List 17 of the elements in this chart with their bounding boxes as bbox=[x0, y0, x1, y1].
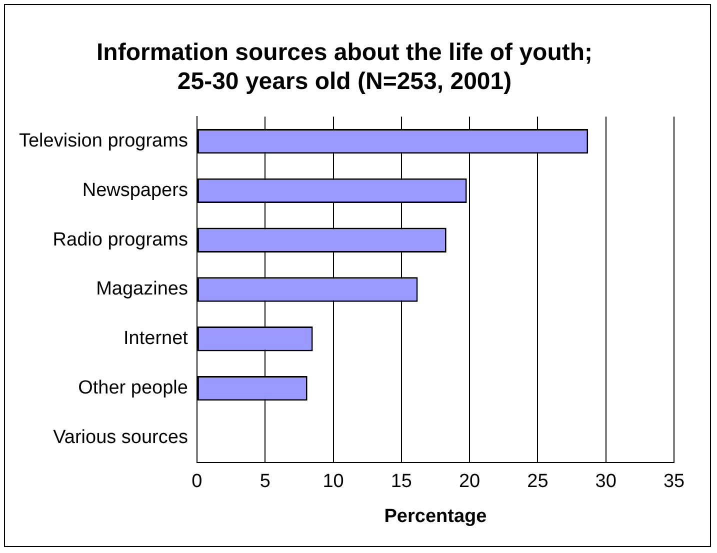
y-tick-label: Newspapers bbox=[82, 180, 188, 201]
x-tick-label: 10 bbox=[322, 471, 344, 492]
chart-title: Information sources about the life of youth; 25-30 years old (N=253, 2001) bbox=[96, 39, 593, 95]
x-tick-label: 20 bbox=[458, 471, 480, 492]
y-tick-label: Various sources bbox=[53, 426, 188, 448]
x-tick-label: 30 bbox=[595, 471, 616, 492]
y-tick-label: Internet bbox=[124, 328, 189, 350]
y-tick-label: Magazines bbox=[96, 278, 188, 300]
x-tick-label: 35 bbox=[663, 471, 685, 492]
x-tick-label: 15 bbox=[390, 471, 412, 492]
x-axis-title: Percentage bbox=[384, 506, 487, 527]
x-tick-label: 5 bbox=[260, 471, 270, 492]
x-tick-label: 25 bbox=[527, 471, 548, 492]
y-tick-label: Other people bbox=[78, 378, 188, 399]
y-tick-label: Television programs bbox=[18, 130, 188, 152]
y-tick-label: Radio programs bbox=[52, 229, 188, 250]
x-tick-label: 0 bbox=[192, 471, 202, 492]
